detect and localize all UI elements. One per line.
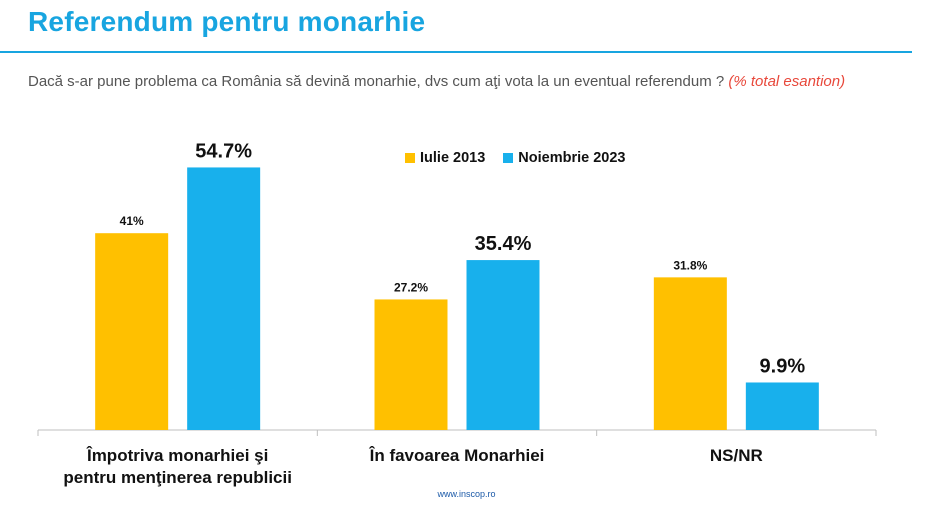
chart-title: Referendum pentru monarhie — [28, 6, 426, 37]
question-text: Dacă s-ar pune problema ca România să de… — [28, 73, 725, 90]
sample-note: (% total esantion) — [728, 73, 846, 90]
legend-item-2013: Iulie 2013 — [405, 150, 485, 166]
bar-2013-1 — [374, 299, 448, 430]
bar-2023-2 — [745, 382, 819, 430]
survey-question: Dacă s-ar pune problema ca România să de… — [28, 66, 898, 98]
legend-label-2023: Noiembrie 2023 — [518, 150, 626, 166]
data-label-2023-1: 35.4% — [475, 233, 532, 255]
category-label-1: În favoarea Monarhiei — [369, 446, 545, 465]
legend-item-2023: Noiembrie 2023 — [503, 150, 626, 166]
legend-swatch-2013 — [405, 153, 415, 163]
data-label-2013-1: 27.2% — [394, 280, 428, 294]
title-divider — [0, 51, 912, 53]
legend-swatch-2023 — [503, 153, 514, 163]
category-label-0: Împotriva monarhiei şi — [86, 446, 268, 465]
bar-2023-0 — [187, 167, 261, 430]
data-label-2013-2: 31.8% — [673, 258, 707, 272]
data-label-2023-2: 9.9% — [760, 355, 806, 377]
category-label-2: NS/NR — [710, 446, 763, 465]
source-footer: www.inscop.ro — [437, 489, 496, 499]
chart-legend: Iulie 2013 Noiembrie 2023 — [405, 150, 626, 166]
bar-2023-1 — [466, 260, 540, 430]
category-label-0: pentru menţinerea republicii — [63, 468, 292, 487]
legend-label-2013: Iulie 2013 — [420, 150, 486, 166]
bar-2013-2 — [653, 277, 727, 430]
bar-2013-0 — [95, 233, 169, 430]
data-label-2023-0: 54.7% — [195, 140, 252, 162]
data-label-2013-0: 41% — [120, 214, 144, 228]
